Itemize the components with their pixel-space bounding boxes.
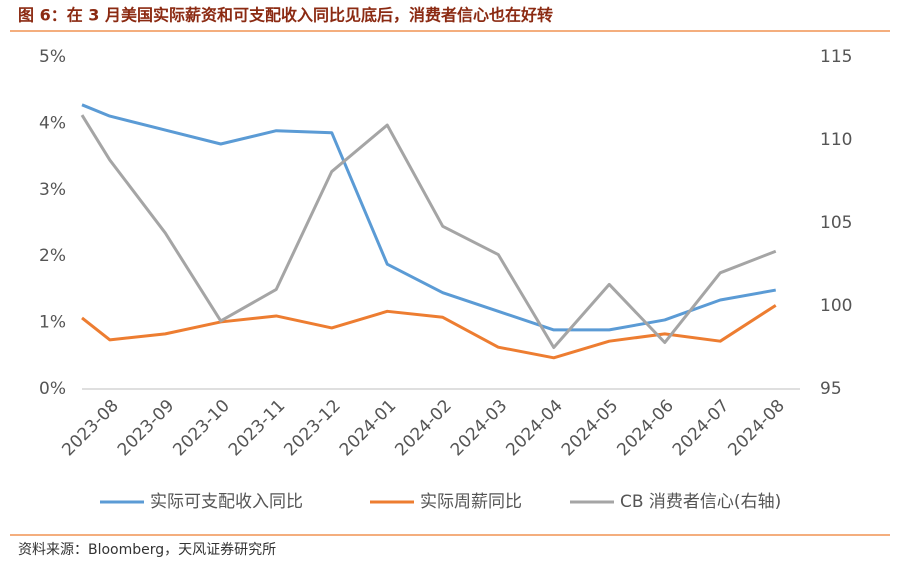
y2-tick-label: 110 bbox=[820, 130, 852, 150]
y2-tick-label: 105 bbox=[820, 213, 852, 233]
y2-tick-label: 95 bbox=[820, 379, 842, 399]
x-tick-label: 2024-07 bbox=[669, 396, 733, 460]
y-tick-label: 3% bbox=[39, 180, 66, 200]
series-line bbox=[80, 114, 777, 349]
x-tick-label: 2024-08 bbox=[724, 396, 788, 460]
source: 资料来源：Bloomberg，天风证券研究所 bbox=[18, 542, 276, 558]
x-tick-label: 2024-05 bbox=[558, 396, 622, 460]
x-tick-label: 2023-10 bbox=[169, 396, 233, 460]
x-tick-label: 2023-12 bbox=[280, 396, 344, 460]
x-tick-label: 2024-04 bbox=[502, 396, 566, 460]
x-tick-label: 2023-11 bbox=[225, 396, 289, 460]
chart-title: 图 6：在 3 月美国实际薪资和可支配收入同比见底后，消费者信心也在好转 bbox=[18, 6, 553, 25]
y-tick-label: 2% bbox=[39, 246, 66, 266]
x-tick-label: 2024-01 bbox=[336, 396, 400, 460]
x-tick-label: 2024-02 bbox=[391, 396, 455, 460]
x-tick-label: 2023-08 bbox=[58, 396, 122, 460]
series-line bbox=[81, 304, 777, 360]
y-tick-label: 4% bbox=[39, 113, 66, 133]
series-line bbox=[81, 103, 777, 332]
legend-label: 实际可支配收入同比 bbox=[150, 492, 303, 512]
x-tick-label: 2024-06 bbox=[613, 396, 677, 460]
y-tick-label: 1% bbox=[39, 313, 66, 333]
x-tick-label: 2023-09 bbox=[114, 396, 178, 460]
legend-label: CB 消费者信心(右轴) bbox=[620, 492, 781, 512]
y-tick-label: 0% bbox=[39, 379, 66, 399]
y-tick-label: 5% bbox=[39, 47, 66, 67]
x-tick-label: 2024-03 bbox=[447, 396, 511, 460]
y2-tick-label: 115 bbox=[820, 47, 852, 67]
y2-tick-label: 100 bbox=[820, 296, 852, 316]
legend-label: 实际周薪同比 bbox=[420, 492, 522, 512]
